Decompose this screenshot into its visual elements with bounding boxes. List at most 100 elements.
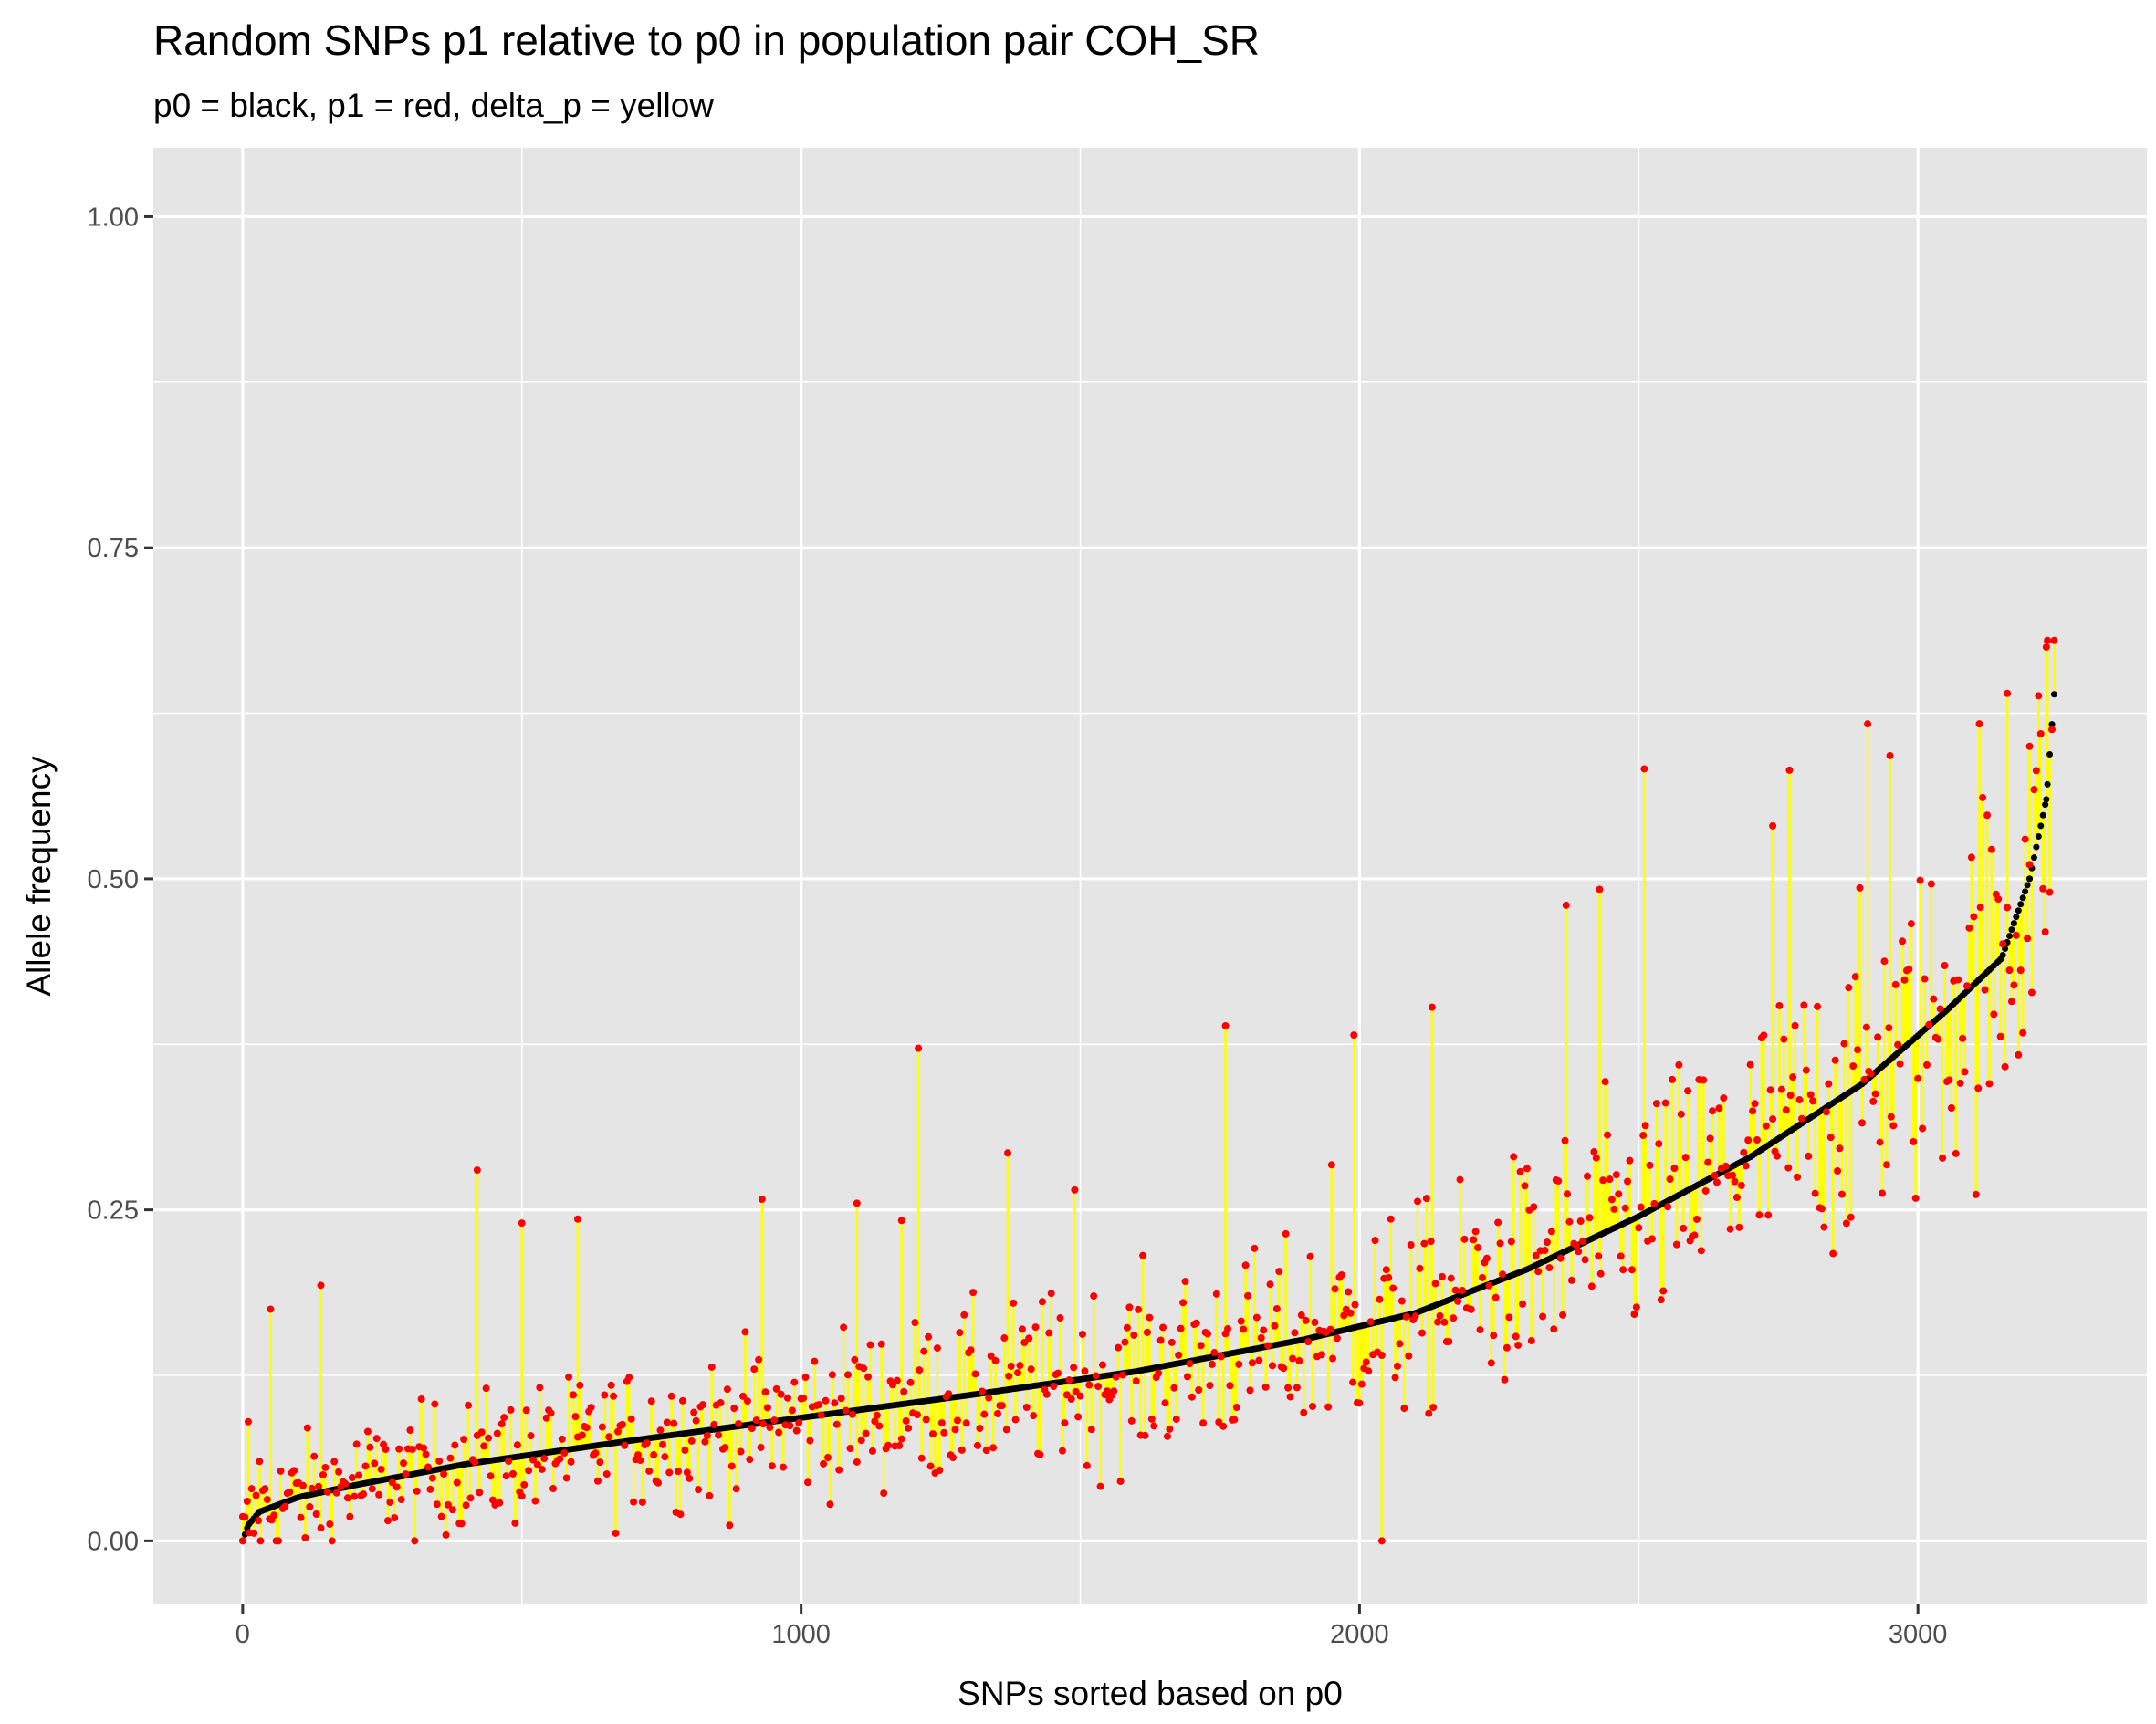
- p1-point: [605, 1433, 613, 1441]
- p1-point: [1210, 1349, 1219, 1357]
- p1-point: [853, 1199, 861, 1207]
- p1-point: [1016, 1362, 1024, 1370]
- p1-point: [1340, 1311, 1348, 1320]
- p1-point: [567, 1458, 575, 1466]
- p1-point: [1293, 1384, 1301, 1392]
- p1-point: [612, 1529, 620, 1537]
- p1-point: [1407, 1241, 1415, 1249]
- p1-point: [721, 1444, 729, 1452]
- p1-point: [1038, 1298, 1046, 1306]
- p1-point: [487, 1472, 495, 1480]
- y-tick-label: 0.00: [88, 1527, 139, 1556]
- p1-point: [1389, 1284, 1397, 1292]
- p1-point: [1709, 1107, 1717, 1115]
- p1-point: [1755, 1211, 1764, 1219]
- p1-point: [1505, 1313, 1513, 1322]
- p1-point: [853, 1458, 861, 1466]
- p1-point: [1927, 880, 1935, 888]
- p1-point: [256, 1537, 265, 1545]
- p1-point: [1599, 1176, 1607, 1185]
- p1-point: [1304, 1338, 1313, 1346]
- p1-point: [1132, 1377, 1140, 1385]
- p1-point: [755, 1355, 763, 1364]
- p1-point: [1241, 1261, 1250, 1269]
- p1-point: [1732, 1194, 1741, 1202]
- p1-point: [1722, 1162, 1730, 1170]
- p1-point: [1782, 1106, 1790, 1114]
- p1-point: [675, 1468, 683, 1476]
- p1-point: [1382, 1266, 1390, 1274]
- p1-point: [1766, 1086, 1774, 1094]
- p1-point: [1499, 1270, 1507, 1279]
- p1-point: [1474, 1243, 1482, 1251]
- p1-point: [1172, 1416, 1180, 1424]
- p1-point: [1150, 1422, 1158, 1430]
- p1-point: [482, 1384, 490, 1393]
- p1-point: [831, 1399, 839, 1407]
- p1-point: [1822, 1108, 1830, 1116]
- p1-point: [757, 1443, 765, 1451]
- p1-point: [1769, 1115, 1777, 1123]
- p1-point: [1684, 1087, 1692, 1095]
- p1-point: [732, 1485, 740, 1493]
- p0-point: [853, 1406, 861, 1414]
- p1-point: [1794, 1173, 1802, 1181]
- p1-point: [301, 1533, 309, 1541]
- p1-point: [1610, 1205, 1618, 1213]
- p1-point: [1456, 1175, 1464, 1184]
- p1-point: [915, 1044, 923, 1052]
- p0-point: [1350, 1324, 1357, 1332]
- p1-point: [520, 1480, 529, 1489]
- p1-point: [1615, 1190, 1623, 1198]
- p1-point: [1282, 1229, 1290, 1238]
- p1-point: [1889, 1122, 1898, 1130]
- p1-point: [315, 1482, 323, 1490]
- p1-point: [1502, 1343, 1511, 1352]
- p1-point: [1606, 1175, 1614, 1184]
- p1-point: [1952, 1149, 1960, 1157]
- p1-point: [737, 1447, 745, 1456]
- p1-point: [962, 1419, 970, 1427]
- p1-point: [1306, 1252, 1314, 1260]
- p1-point: [897, 1217, 905, 1225]
- p1-point: [860, 1364, 868, 1373]
- p1-point: [790, 1378, 799, 1386]
- p1-point: [1186, 1360, 1194, 1368]
- p1-point: [437, 1512, 445, 1520]
- p1-point: [993, 1409, 1001, 1417]
- p1-point: [1391, 1374, 1399, 1382]
- p1-point: [1309, 1402, 1317, 1410]
- p1-point: [1007, 1363, 1015, 1371]
- p1-point: [1494, 1218, 1502, 1227]
- p0-point: [2013, 914, 2020, 921]
- p1-point: [726, 1521, 734, 1530]
- p1-point: [1078, 1330, 1086, 1338]
- p1-point: [556, 1455, 564, 1463]
- p1-point: [386, 1499, 394, 1507]
- p0-point: [1563, 1248, 1570, 1255]
- p1-point: [1764, 1211, 1773, 1219]
- p1-point: [1697, 1247, 1705, 1255]
- p1-point: [511, 1519, 519, 1527]
- p1-point: [1914, 1074, 1922, 1082]
- p1-point: [1425, 1409, 1433, 1417]
- p1-point: [533, 1460, 541, 1468]
- p0-point: [2044, 780, 2051, 788]
- p1-point: [1195, 1385, 1203, 1394]
- p1-point: [1626, 1156, 1634, 1165]
- p1-point: [1811, 1189, 1819, 1197]
- p1-point: [1206, 1382, 1214, 1390]
- p1-point: [715, 1431, 723, 1439]
- p1-point: [1349, 1378, 1357, 1386]
- p1-point: [275, 1537, 283, 1545]
- p1-point: [255, 1517, 263, 1525]
- x-tick-label: 0: [235, 1620, 250, 1649]
- p1-point: [2032, 767, 2040, 775]
- p1-point: [895, 1442, 904, 1450]
- p1-point: [1420, 1239, 1429, 1248]
- p1-point: [1970, 913, 1978, 921]
- p1-point: [1974, 1084, 1983, 1092]
- p1-point: [323, 1488, 331, 1496]
- p0-point: [2019, 894, 2026, 902]
- p1-point: [549, 1485, 558, 1493]
